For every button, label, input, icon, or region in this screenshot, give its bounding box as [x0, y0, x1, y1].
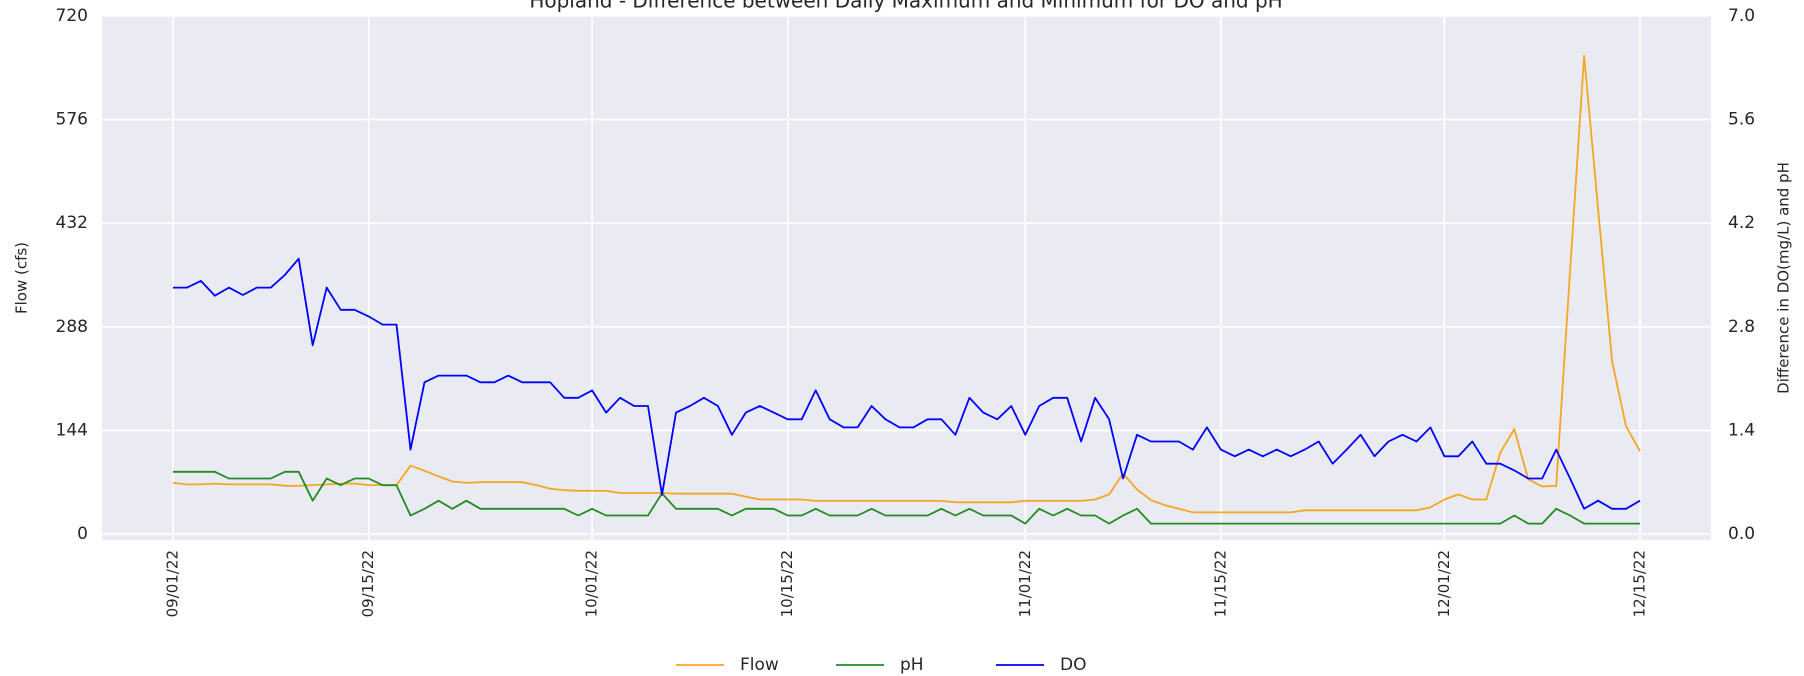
- y-tick-label: 0: [77, 524, 88, 544]
- legend-label: DO: [1060, 655, 1086, 675]
- series-line: [172, 54, 1641, 514]
- y2-tick-label: 5.6: [1728, 110, 1755, 130]
- legend-label: pH: [900, 655, 924, 675]
- y2-tick-label: 4.2: [1728, 213, 1755, 233]
- y-tick-label: 720: [56, 6, 88, 26]
- y-tick-label: 576: [56, 110, 88, 130]
- legend-label: Flow: [740, 655, 779, 675]
- y2-tick-label: 7.0: [1728, 6, 1755, 26]
- x-tick-label: 10/15/22: [778, 550, 796, 617]
- x-tick-label: 12/15/22: [1631, 550, 1649, 617]
- y2-axis-label: Difference in DO(mg/L) and pH: [1775, 162, 1793, 394]
- x-tick-label: 11/15/22: [1211, 550, 1229, 617]
- chart-title: Hopland - Difference between Daily Maxim…: [529, 0, 1282, 13]
- x-tick-label: 09/01/22: [164, 550, 182, 617]
- grid: [102, 15, 1711, 540]
- x-tick-label: 12/01/22: [1435, 550, 1453, 617]
- y-tick-label: 432: [56, 213, 88, 233]
- x-tick-label: 09/15/22: [359, 550, 377, 617]
- y2-tick-label: 2.8: [1728, 317, 1755, 337]
- y-tick-label: 144: [56, 420, 88, 440]
- series-line: [173, 257, 1641, 510]
- y-axis-label: Flow (cfs): [13, 242, 31, 314]
- y-tick-label: 288: [56, 317, 88, 337]
- x-tick-label: 10/01/22: [583, 550, 601, 617]
- y2-tick-label: 1.4: [1728, 420, 1755, 440]
- series-line: [173, 470, 1640, 525]
- y2-tick-label: 0.0: [1728, 524, 1755, 544]
- plot-area: [102, 16, 1711, 540]
- x-tick-label: 11/01/22: [1016, 550, 1034, 617]
